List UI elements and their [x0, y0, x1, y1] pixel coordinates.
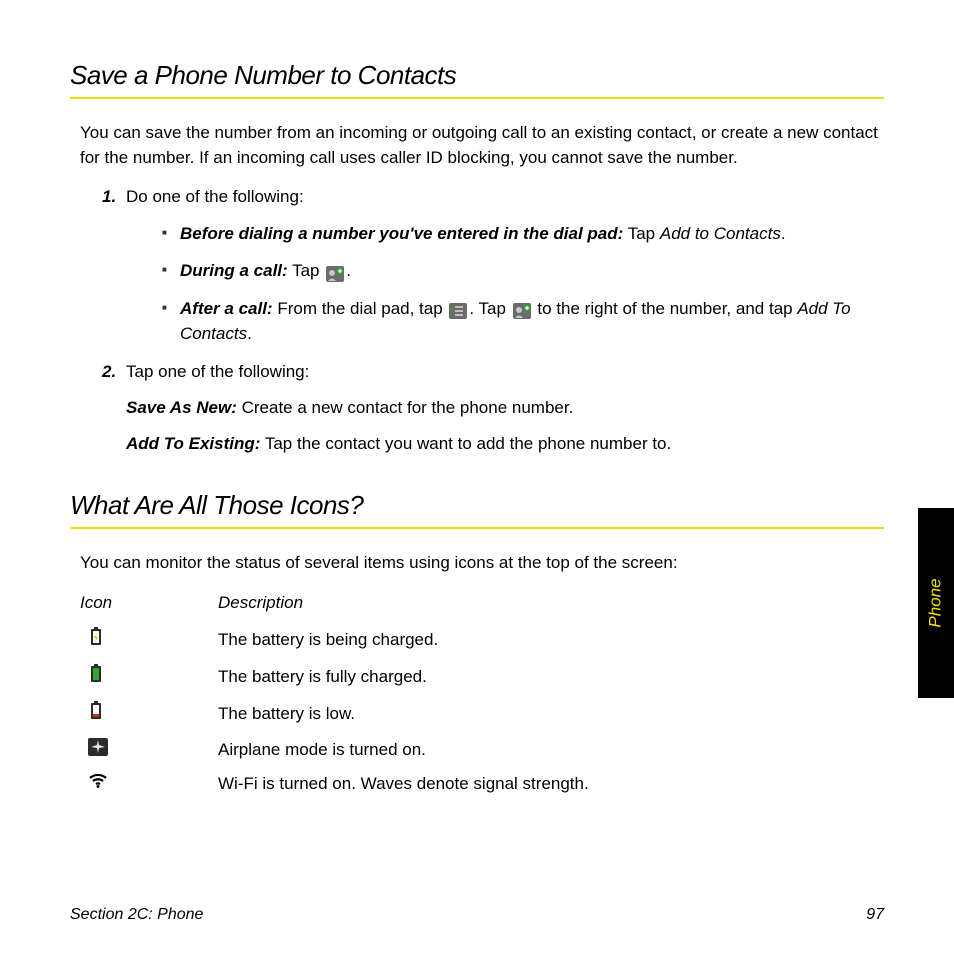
bullet2-end: . — [346, 261, 351, 280]
step-1: Do one of the following: Before dialing … — [102, 184, 884, 346]
step1-bullets: Before dialing a number you've entered i… — [126, 221, 884, 347]
table-row: The battery is fully charged. — [80, 658, 629, 695]
heading-save-contacts: Save a Phone Number to Contacts — [70, 60, 884, 91]
bullet-during-call: During a call: Tap . — [162, 258, 884, 284]
intro-paragraph-2: You can monitor the status of several it… — [70, 551, 884, 576]
table-row: Airplane mode is turned on. — [80, 732, 629, 767]
desc-wifi: Wi-Fi is turned on. Waves denote signal … — [218, 767, 629, 800]
bullet1-italic: Add to Contacts — [660, 224, 781, 243]
bullet-before-dialing: Before dialing a number you've entered i… — [162, 221, 884, 247]
battery-charging-icon — [80, 621, 218, 658]
step2-sub2-rest: Tap the contact you want to add the phon… — [260, 434, 671, 453]
footer-section: Section 2C: Phone — [70, 906, 203, 924]
heading-icons: What Are All Those Icons? — [70, 490, 884, 521]
desc-battery-low: The battery is low. — [218, 695, 629, 732]
footer-page-number: 97 — [866, 906, 884, 924]
bullet3-mid: . Tap — [469, 299, 510, 318]
desc-airplane-mode: Airplane mode is turned on. — [218, 732, 629, 767]
step2-sub2: Add To Existing: Tap the contact you wan… — [126, 431, 884, 457]
numbered-steps: Do one of the following: Before dialing … — [70, 184, 884, 457]
bullet1-rest: Tap — [623, 224, 660, 243]
document-page: Save a Phone Number to Contacts You can … — [0, 0, 954, 840]
step2-text: Tap one of the following: — [126, 362, 309, 381]
bullet3-bold: After a call: — [180, 299, 273, 318]
section-rule — [70, 97, 884, 99]
battery-low-icon — [80, 695, 218, 732]
battery-full-icon — [80, 658, 218, 695]
wifi-icon — [80, 767, 218, 800]
bullet3-rest: From the dial pad, tap — [273, 299, 448, 318]
add-contact-icon — [326, 264, 344, 280]
step2-sub1: Save As New: Create a new contact for th… — [126, 395, 884, 421]
call-history-icon — [449, 301, 467, 317]
step-2: Tap one of the following: Save As New: C… — [102, 359, 884, 458]
section-tab: Phone — [918, 508, 954, 698]
step1-text: Do one of the following: — [126, 187, 304, 206]
desc-battery-full: The battery is fully charged. — [218, 658, 629, 695]
step2-sub1-rest: Create a new contact for the phone numbe… — [237, 398, 573, 417]
table-row: The battery is low. — [80, 695, 629, 732]
step2-sub2-bold: Add To Existing: — [126, 434, 260, 453]
bullet2-bold: During a call: — [180, 261, 288, 280]
page-footer: Section 2C: Phone 97 — [70, 906, 884, 924]
desc-battery-charging: The battery is being charged. — [218, 621, 629, 658]
intro-paragraph-1: You can save the number from an incoming… — [70, 121, 884, 170]
table-header-row: Icon Description — [80, 589, 629, 621]
section-tab-label: Phone — [926, 578, 946, 627]
section-rule-2 — [70, 527, 884, 529]
bullet3-after: to the right of the number, and tap — [533, 299, 798, 318]
bullet1-bold: Before dialing a number you've entered i… — [180, 224, 623, 243]
table-row: The battery is being charged. — [80, 621, 629, 658]
bullet1-end: . — [781, 224, 786, 243]
bullet2-rest: Tap — [288, 261, 325, 280]
step2-sub1-bold: Save As New: — [126, 398, 237, 417]
airplane-mode-icon — [80, 732, 218, 767]
bullet-after-call: After a call: From the dial pad, tap . T… — [162, 296, 884, 347]
col-desc-header: Description — [218, 589, 629, 621]
add-contact-icon-2 — [513, 301, 531, 317]
bullet3-end: . — [247, 324, 252, 343]
table-row: Wi-Fi is turned on. Waves denote signal … — [80, 767, 629, 800]
icon-description-table: Icon Description The battery is being ch… — [80, 589, 629, 800]
col-icon-header: Icon — [80, 589, 218, 621]
